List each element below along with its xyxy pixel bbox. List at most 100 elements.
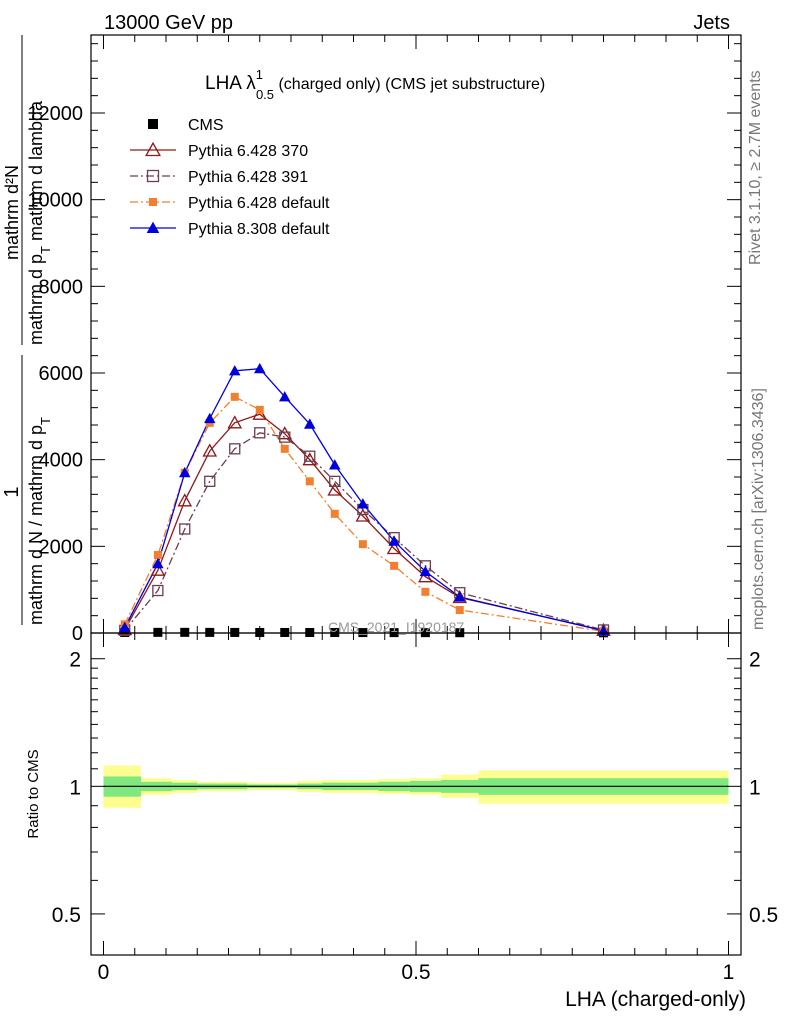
main-y-tick-label: 10000 (27, 190, 83, 212)
legend-marker (149, 198, 157, 206)
legend-label: Pythia 6.428 370 (188, 143, 308, 160)
legend-label: Pythia 8.308 default (188, 221, 330, 238)
series-0-point (180, 627, 190, 637)
ylabel-deriv-den-suffix: mathrm d lambda (26, 100, 46, 246)
ylabel-deriv-den-sub: T (38, 246, 53, 254)
legend-label: CMS (188, 117, 224, 134)
series-2-point (329, 475, 341, 487)
series-2-point (179, 523, 191, 535)
series-1-point (150, 562, 166, 576)
series-3-point (455, 606, 464, 615)
series-3-point (421, 587, 430, 596)
ratio-y-tick-label-right: 2 (749, 649, 761, 672)
series-1-point (355, 508, 371, 522)
chart-title: LHA λ1 0.5 (charged only) (CMS jet substr… (205, 67, 545, 102)
ratio-x-tick-labels: 0 0.5 1 (98, 961, 735, 984)
series-4-point (254, 362, 266, 374)
chart-title-prefix: LHA λ (205, 73, 256, 94)
series-4-point (388, 535, 400, 546)
series-2-point (279, 431, 291, 443)
series-4-line (124, 368, 604, 632)
series-3-point (390, 561, 399, 570)
ylabel-frac-num: 1 (1, 486, 23, 497)
series-2-line (124, 432, 604, 631)
main-y-tick-label: 4000 (39, 450, 84, 472)
main-series-lines (124, 368, 604, 632)
series-1-point (177, 493, 193, 507)
series-3-point (230, 392, 239, 401)
header-right-label: Jets (693, 12, 730, 34)
legend-label: Pythia 6.428 default (188, 195, 330, 212)
header-left-label: 13000 GeV pp (104, 12, 233, 34)
series-1-point (277, 426, 293, 440)
legend-entry: Pythia 6.428 391 (130, 169, 308, 186)
legend-entry: Pythia 6.428 default (130, 195, 330, 212)
ratio-y-tick-label-right: 1 (749, 776, 761, 799)
series-3-point (330, 509, 339, 518)
series-1-point (202, 443, 218, 457)
series-4-point (152, 557, 164, 569)
main-y-tick-label: 2000 (39, 536, 84, 558)
ratio-axis-ticks (91, 633, 741, 955)
x-tick-label: 1 (723, 961, 735, 984)
main-series-markers (117, 362, 611, 638)
main-y-tick-labels: 0 2000 4000 6000 8000 10000 12000 (27, 103, 83, 645)
series-4-point (454, 591, 466, 602)
ratio-y-tick-label: 1 (69, 776, 81, 799)
ratio-y-axis-label: Ratio to CMS (25, 749, 42, 838)
legend: CMS Pythia 6.428 370 Pythia 6.428 391 Pythi… (130, 117, 330, 238)
main-axis-ticks (91, 35, 741, 634)
legend-label: Pythia 6.428 391 (188, 169, 308, 186)
legend-marker (146, 221, 160, 234)
ylabel-frac-den-sub: T (38, 417, 53, 425)
series-1-point (227, 415, 243, 429)
series-4-point (229, 365, 241, 376)
main-y-tick-label: 12000 (27, 103, 83, 125)
legend-entry: CMS (148, 117, 224, 134)
series-3-point (358, 540, 367, 549)
chart-title-suffix: (charged only) (CMS jet substructure) (274, 76, 545, 93)
ylabel-frac-den-main: mathrm d N / mathrm d p (26, 425, 46, 625)
legend-marker (148, 119, 158, 129)
ratio-plot-panel: 0.5 0.51 12 2 0 0.5 1 Ratio to CMS LHA (charg… (25, 632, 778, 1011)
series-3-point (280, 444, 289, 453)
main-y-tick-label: 6000 (39, 363, 84, 385)
series-3-point (305, 477, 314, 486)
ylabel-deriv-den-main: mathrm d p (26, 254, 46, 345)
series-4-point (419, 565, 432, 577)
ratio-y-tick-label: 0.5 (52, 904, 81, 927)
series-1-point (452, 589, 468, 604)
ratio-plot-frame (90, 632, 742, 956)
series-4-point (179, 466, 191, 478)
main-y-tick-label: 0 (72, 623, 83, 645)
mcplots-label: mcplots.cern.ch [arXiv:1306.3436] (750, 388, 767, 630)
series-1-point (327, 482, 343, 496)
legend-marker (145, 141, 161, 157)
series-2-point (254, 427, 266, 439)
ylabel-frac-den: mathrm d N / mathrm d pT (26, 417, 53, 625)
legend-entry: Pythia 6.428 370 (130, 141, 308, 160)
series-0-point (153, 627, 163, 637)
watermark: CMS_2021_I1920187 (328, 619, 464, 635)
series-4-point (304, 418, 316, 429)
legend-entry: Pythia 8.308 default (130, 221, 330, 238)
series-3-point (153, 551, 162, 559)
x-tick-label: 0 (98, 961, 110, 984)
rivet-label: Rivet 3.1.10, ≥ 2.7M events (747, 70, 764, 265)
ylabel-deriv-den: mathrm d pT mathrm d lambda (26, 100, 53, 345)
legend-marker (146, 169, 160, 183)
series-1-point (386, 540, 402, 555)
main-y-tick-label: 8000 (39, 276, 84, 298)
series-1-point (302, 452, 318, 466)
series-2-point (204, 475, 216, 487)
main-plot-panel: 0 2000 4000 6000 8000 10000 12000 CMS_2021_I19… (1, 34, 742, 645)
ylabel-deriv-num: mathrm d²N (2, 165, 22, 260)
ratio-y-tick-label: 2 (69, 649, 81, 672)
series-4-point (357, 498, 369, 509)
series-4-point (329, 459, 341, 470)
series-2-point (152, 584, 164, 597)
series-2-point (304, 450, 316, 462)
series-2-point (229, 443, 241, 455)
series-3-point (255, 405, 264, 414)
